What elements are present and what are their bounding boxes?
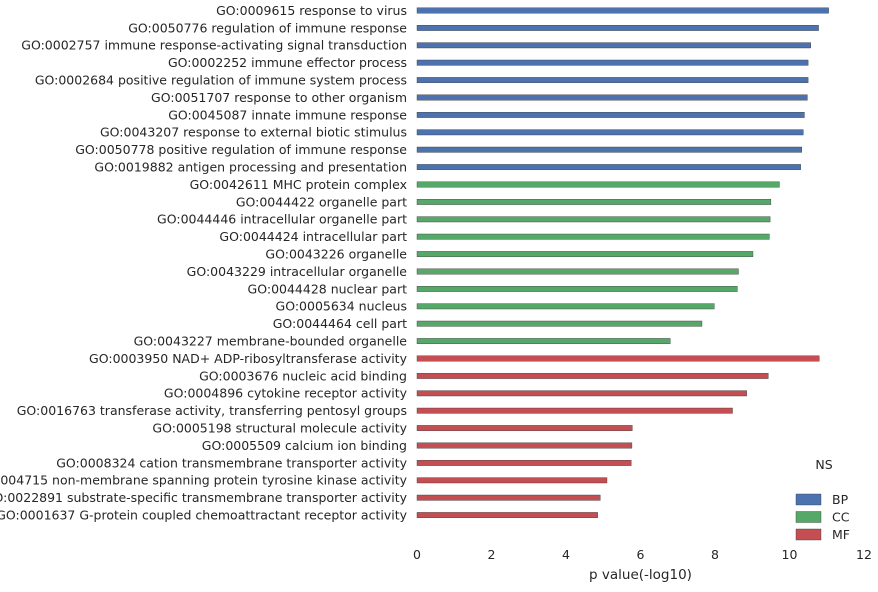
bar-cc-1 <box>416 181 780 188</box>
category-label: GO:0050778 positive regulation of immune… <box>75 142 407 157</box>
legend-swatch-cc <box>795 511 822 523</box>
category-label: GO:0044464 cell part <box>273 316 407 331</box>
legend-label-bp: BP <box>832 492 849 507</box>
bar-mf-7 <box>416 460 632 466</box>
bar-bp-2 <box>416 25 819 31</box>
category-label: GO:0005198 structural molecule activity <box>152 421 407 436</box>
category-label: GO:0004715 non-membrane spanning protein… <box>0 473 408 488</box>
bar-bp-10 <box>416 164 801 170</box>
category-label: GO:0003950 NAD+ ADP-ribosyltransferase a… <box>89 351 408 366</box>
category-label: GO:0044422 organelle part <box>236 194 407 209</box>
bar-bp-7 <box>416 111 805 118</box>
category-label: GO:0019882 antigen processing and presen… <box>94 160 407 175</box>
legend-label-mf: MF <box>832 527 850 542</box>
bar-bp-8 <box>416 129 804 136</box>
category-label: GO:0044424 intracellular part <box>219 229 407 244</box>
category-label: GO:0005634 nucleus <box>276 299 407 314</box>
bar-bp-9 <box>416 146 802 153</box>
category-label: GO:0001637 G-protein coupled chemoattrac… <box>0 508 408 523</box>
category-label: GO:0043226 organelle <box>265 247 407 262</box>
category-label: GO:0043227 membrane-bounded organelle <box>134 334 408 349</box>
category-labels: GO:0009615 response to virus GO:0050776 r… <box>0 3 408 523</box>
bar-mf-5 <box>416 425 633 431</box>
x-axis-ticks: 0 2 4 6 8 10 12 <box>413 547 872 562</box>
bar-bp-5 <box>416 77 809 84</box>
bar-bp-1 <box>416 7 829 14</box>
x-tick-label: 2 <box>488 547 496 562</box>
x-axis-title: p value(-log10) <box>589 567 692 583</box>
bar-cc-2 <box>416 198 772 205</box>
x-tick-label: 6 <box>637 547 645 562</box>
bar-mf-3 <box>416 390 747 397</box>
legend: NS BP CC MF <box>795 457 850 542</box>
category-label: GO:0002252 immune effector process <box>168 55 407 70</box>
category-label: GO:0043229 intracellular organelle <box>187 264 408 279</box>
category-label: GO:0051707 response to other organism <box>151 90 407 105</box>
bar-cc-8 <box>416 303 715 310</box>
category-label: GO:0008324 cation transmembrane transpor… <box>56 455 407 470</box>
bar-cc-6 <box>416 268 739 275</box>
bars-layer <box>416 7 829 519</box>
x-tick-label: 10 <box>782 547 798 562</box>
category-label: GO:0022891 substrate-specific transmembr… <box>0 490 408 505</box>
bar-mf-1 <box>416 355 820 362</box>
legend-swatch-bp <box>795 493 822 506</box>
bar-mf-10 <box>416 512 598 519</box>
x-tick-label: 0 <box>413 547 421 562</box>
bar-mf-8 <box>416 477 608 484</box>
legend-label-cc: CC <box>832 510 850 525</box>
bar-bp-6 <box>416 94 808 101</box>
category-label: GO:0003676 nucleic acid binding <box>199 368 407 383</box>
category-label: GO:0044446 intracellular organelle part <box>157 212 407 227</box>
category-label: GO:0004896 cytokine receptor activity <box>164 386 408 401</box>
category-label: GO:0050776 regulation of immune response <box>128 20 407 35</box>
bar-cc-9 <box>416 320 703 327</box>
legend-items: BP CC MF <box>795 492 850 542</box>
x-tick-label: 4 <box>562 547 570 562</box>
bar-mf-2 <box>416 373 769 379</box>
legend-swatch-mf <box>795 528 822 541</box>
category-label: GO:0005509 calcium ion binding <box>202 438 407 453</box>
x-tick-label: 8 <box>711 547 719 562</box>
bar-cc-10 <box>416 338 671 344</box>
bar-mf-6 <box>416 442 633 449</box>
bar-cc-5 <box>416 251 754 257</box>
x-tick-label: 12 <box>856 547 872 562</box>
category-label: GO:0002684 positive regulation of immune… <box>35 73 407 88</box>
bar-bp-3 <box>416 42 811 49</box>
bar-cc-3 <box>416 216 771 223</box>
bar-bp-4 <box>416 59 809 66</box>
bar-cc-4 <box>416 233 770 240</box>
category-label: GO:0045087 innate immune response <box>168 107 407 122</box>
category-label: GO:0043207 response to external biotic s… <box>100 125 407 140</box>
category-label: GO:0009615 response to virus <box>216 3 407 18</box>
category-label: GO:0002757 immune response-activating si… <box>21 38 407 53</box>
bar-mf-9 <box>416 494 601 501</box>
category-label: GO:0042611 MHC protein complex <box>190 177 407 192</box>
bar-cc-7 <box>416 286 738 292</box>
category-label: GO:0016763 transferase activity, transfe… <box>17 403 407 418</box>
legend-title: NS <box>815 457 832 472</box>
bar-mf-4 <box>416 407 733 414</box>
category-label: GO:0044428 nuclear part <box>248 281 408 296</box>
